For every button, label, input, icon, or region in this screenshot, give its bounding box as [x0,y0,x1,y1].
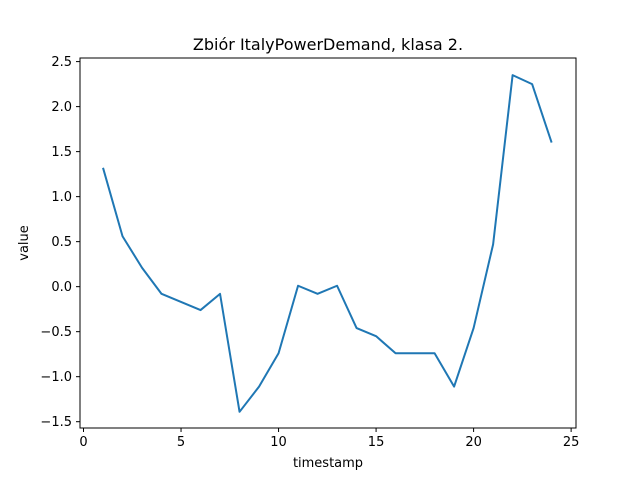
x-tick-label: 10 [270,435,287,450]
x-tick-label: 20 [465,435,482,450]
y-tick-label: 2.5 [51,55,72,70]
chart-title: Zbiór ItalyPowerDemand, klasa 2. [193,35,463,54]
y-tick-label: 1.0 [51,190,72,205]
y-tick-label: 1.5 [51,145,72,160]
y-tick-label: 2.0 [51,100,72,115]
y-tick-label: −0.5 [40,325,72,340]
x-tick-label: 0 [79,435,87,450]
y-axis: −1.5 −1.0 −0.5 0.0 0.5 1.0 1.5 2.0 2.5 [40,55,80,430]
x-tick-label: 15 [368,435,385,450]
x-axis: 0 5 10 15 20 25 [79,428,579,450]
x-tick-label: 25 [563,435,580,450]
y-tick-label: 0.0 [51,280,72,295]
y-tick-label: −1.5 [40,415,72,430]
axes-frame [79,57,577,429]
y-tick-label: 0.5 [51,235,72,250]
x-axis-label: timestamp [293,456,363,471]
y-tick-label: −1.0 [40,370,72,385]
plot-area [102,74,553,413]
series-line [102,74,553,413]
x-tick-label: 5 [177,435,185,450]
y-axis-label: value [17,225,32,261]
